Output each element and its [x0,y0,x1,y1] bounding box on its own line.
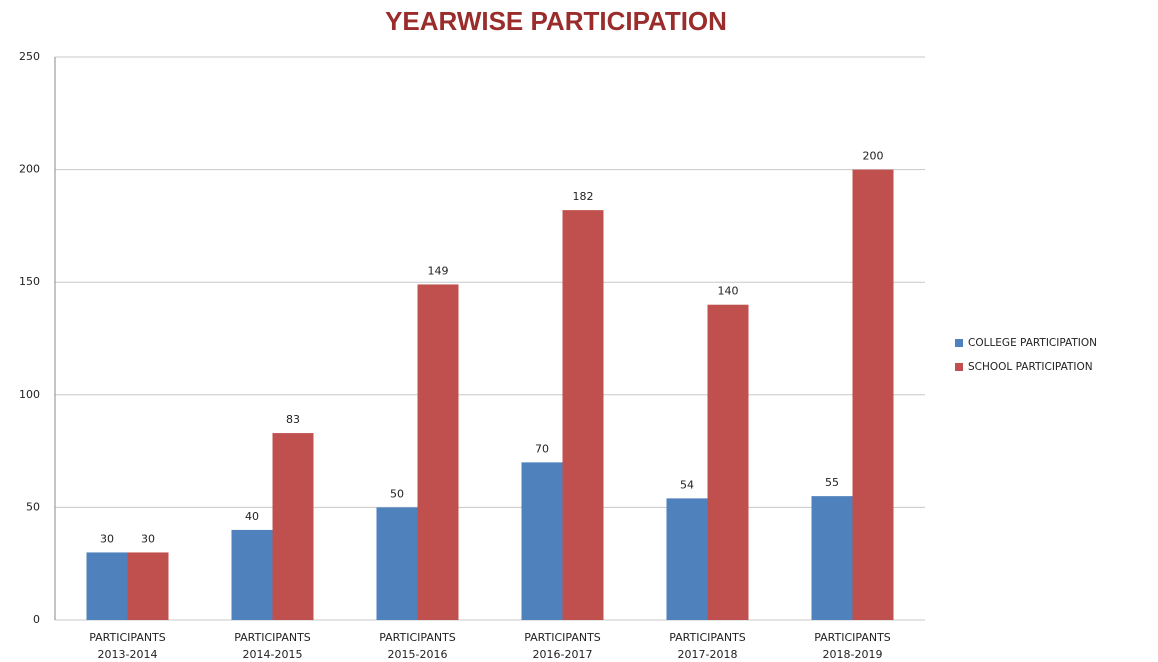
value-label: 70 [535,442,549,455]
bar [666,498,708,620]
y-tick-label: 50 [26,500,40,513]
bar [231,529,273,620]
bar [127,552,169,620]
bar [521,462,563,620]
x-tick-label: PARTICIPANTS 2017-2018 [669,631,746,661]
value-label: 55 [825,476,839,489]
legend-label: SCHOOL PARTICIPATION [968,361,1093,373]
bar [852,169,894,620]
bar [376,507,418,620]
y-tick-label: 250 [19,50,40,63]
y-tick-label: 200 [19,163,40,176]
bar [417,284,459,620]
x-tick-label: PARTICIPANTS 2016-2017 [524,631,601,661]
legend-swatch [955,363,963,371]
bar [562,210,604,621]
legend-label: COLLEGE PARTICIPATION [968,337,1097,349]
value-label: 140 [718,285,739,298]
bar [811,496,853,620]
value-label: 50 [390,487,404,500]
y-tick-label: 0 [33,613,40,626]
value-label: 83 [286,413,300,426]
value-label: 149 [428,264,449,277]
x-tick-label: PARTICIPANTS 2013-2014 [89,631,166,661]
value-label: 182 [573,190,594,203]
value-label: 40 [245,510,259,523]
bar [272,433,314,620]
legend-swatch [955,339,963,347]
y-tick-label: 100 [19,388,40,401]
x-tick-label: PARTICIPANTS 2014-2015 [234,631,311,661]
y-tick-label: 150 [19,275,40,288]
bar [707,304,749,620]
value-label: 30 [100,532,114,545]
value-label: 54 [680,478,694,491]
x-tick-label: PARTICIPANTS 2015-2016 [379,631,456,661]
bar [86,552,128,620]
value-label: 200 [863,150,884,163]
value-label: 30 [141,532,155,545]
chart-title: YEARWISE PARTICIPATION [385,6,727,36]
x-tick-label: PARTICIPANTS 2018-2019 [814,631,891,661]
